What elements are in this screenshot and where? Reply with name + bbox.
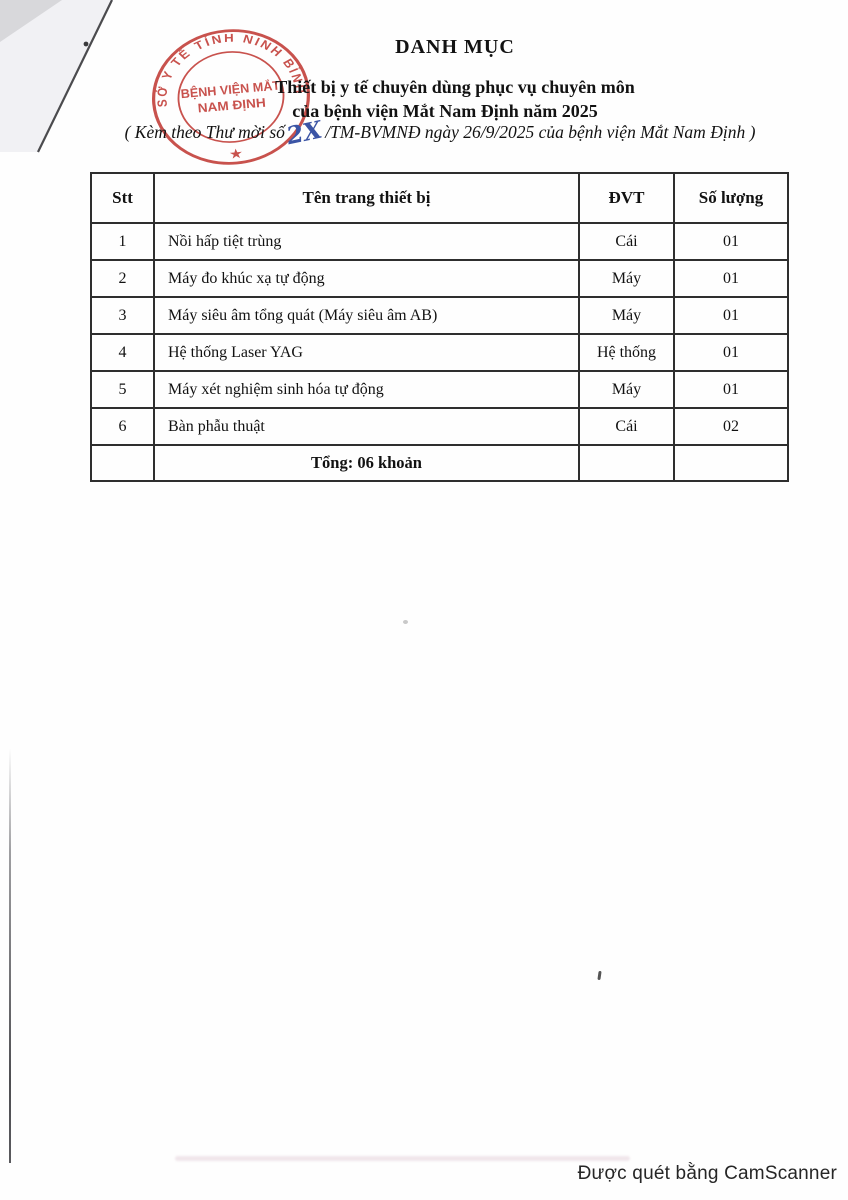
cell-stt: 5 xyxy=(90,370,155,409)
cell-name: Máy siêu âm tổng quát (Máy siêu âm AB) xyxy=(153,296,580,335)
cell-qty xyxy=(673,444,789,482)
cell-unit: Máy xyxy=(578,370,675,409)
table-row: 5 Máy xét nghiệm sinh hóa tự động Máy 01 xyxy=(90,370,789,409)
cell-stt: 3 xyxy=(90,296,155,335)
page-fold-corner xyxy=(0,0,130,170)
cell-qty: 01 xyxy=(673,296,789,335)
table-row: 3 Máy siêu âm tổng quát (Máy siêu âm AB)… xyxy=(90,296,789,335)
table-row: 2 Máy đo khúc xạ tự động Máy 01 xyxy=(90,259,789,298)
cell-name: Máy đo khúc xạ tự động xyxy=(153,259,580,298)
cell-stt: 4 xyxy=(90,333,155,372)
stamp-star-icon: ★ xyxy=(228,147,243,163)
camscanner-credit: Được quét bằng CamScanner xyxy=(577,1163,837,1184)
scan-smudge xyxy=(175,1156,630,1161)
total-row: Tổng: 06 khoản xyxy=(90,444,789,482)
cell-qty: 01 xyxy=(673,370,789,409)
cell-qty: 01 xyxy=(673,222,789,261)
table-row: 6 Bàn phẫu thuật Cái 02 xyxy=(90,407,789,446)
cell-unit xyxy=(578,444,675,482)
col-header-qty: Số lượng xyxy=(673,172,789,224)
cell-stt: 1 xyxy=(90,222,155,261)
subtitle-line-1: Thiết bị y tế chuyên dùng phục vụ chuyên… xyxy=(275,77,635,97)
reference-prefix: ( Kèm theo Thư mời số xyxy=(124,122,285,142)
table-row: 1 Nồi hấp tiệt trùng Cái 01 xyxy=(90,222,789,261)
cell-stt: 2 xyxy=(90,259,155,298)
subtitle-line-2: của bệnh viện Mắt Nam Định năm 2025 xyxy=(292,101,598,121)
cell-qty: 02 xyxy=(673,407,789,446)
reference-line: ( Kèm theo Thư mời số2X/TM-BVMNĐ ngày 26… xyxy=(36,114,844,151)
cell-name: Bàn phẫu thuật xyxy=(153,407,580,446)
cell-unit: Cái xyxy=(578,222,675,261)
document-title: DANH MỤC xyxy=(395,36,515,58)
cell-unit: Máy xyxy=(578,259,675,298)
reference-suffix: /TM-BVMNĐ ngày 26/9/2025 của bệnh viện M… xyxy=(325,122,756,142)
cell-unit: Máy xyxy=(578,296,675,335)
cell-name: Máy xét nghiệm sinh hóa tự động xyxy=(153,370,580,409)
total-label: Tổng: 06 khoản xyxy=(153,444,580,482)
cell-stt: 6 xyxy=(90,407,155,446)
cell-name: Nồi hấp tiệt trùng xyxy=(153,222,580,261)
cell-unit: Hệ thống xyxy=(578,333,675,372)
col-header-unit: ĐVT xyxy=(578,172,675,224)
scan-speck xyxy=(403,620,408,624)
cell-unit: Cái xyxy=(578,407,675,446)
fold-corner-graphic xyxy=(0,0,113,153)
handwritten-number: 2X xyxy=(283,114,325,151)
col-header-name: Tên trang thiết bị xyxy=(153,172,580,224)
cell-name: Hệ thống Laser YAG xyxy=(153,333,580,372)
cell-stt xyxy=(90,444,155,482)
cell-qty: 01 xyxy=(673,259,789,298)
table-row: 4 Hệ thống Laser YAG Hệ thống 01 xyxy=(90,333,789,372)
equipment-table: Stt Tên trang thiết bị ĐVT Số lượng 1 Nồ… xyxy=(90,172,789,482)
table-header-row: Stt Tên trang thiết bị ĐVT Số lượng xyxy=(90,172,789,224)
scan-page-edge-line xyxy=(9,748,11,1163)
cell-qty: 01 xyxy=(673,333,789,372)
col-header-stt: Stt xyxy=(90,172,155,224)
scan-speck xyxy=(597,970,602,981)
